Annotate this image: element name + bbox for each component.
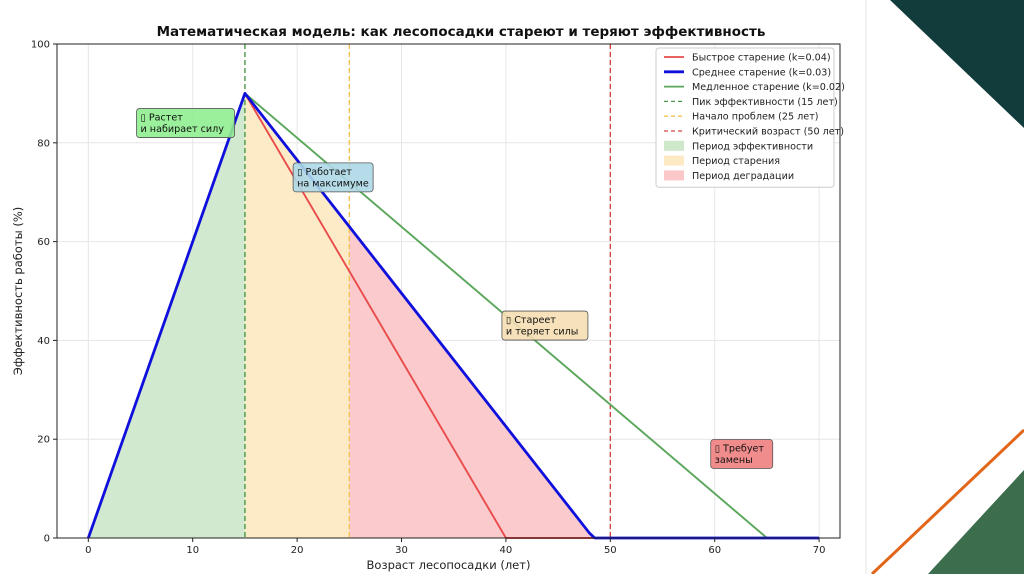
x-tick-label: 50 [604,545,617,556]
legend-swatch [664,140,684,151]
y-tick-label: 60 [37,237,50,248]
legend-swatch [664,170,684,181]
x-tick-label: 70 [813,545,826,556]
x-tick-label: 30 [395,545,408,556]
chart-title: Математическая модель: как лесопосадки с… [157,24,766,40]
legend-label: Быстрое старение (k=0.04) [692,53,831,64]
y-tick-label: 40 [37,336,50,347]
reference-lines [244,44,612,538]
plot-frame [56,43,841,539]
fill-region [244,93,350,539]
x-tick-label: 20 [291,545,304,556]
corner-green-triangle [928,470,1024,574]
x-tick-label: 60 [708,545,721,556]
legend-label: Период деградации [692,171,794,182]
annotation-bg [292,162,374,193]
annotation-text: ▯ Растет [141,113,184,124]
x-tick-label: 40 [500,545,513,556]
x-tick-label: 10 [186,545,199,556]
y-tick-label: 20 [37,435,50,446]
y-axis-label: Эффективность работы (%) [11,207,25,376]
annotation-text: ▯ Требует [715,444,765,455]
legend-item: Пик эффективности (15 лет) [664,97,838,108]
legend-swatch [664,155,684,166]
corner-dark-triangle [890,0,1024,128]
corner-orange-line [870,428,1024,574]
y-tick-label: 80 [37,138,50,149]
annotation-text: ▯ Работает [297,167,352,178]
legend-item: Медленное старение (k=0.02) [664,82,845,93]
annotation-text: замены [715,455,753,466]
legend-label: Период эффективности [692,141,813,152]
fill-region [349,226,595,538]
x-tick-label: 0 [85,545,91,556]
legend-box [655,47,835,188]
legend-item: Начало проблем (25 лет) [664,112,819,123]
legend-label: Критический возраст (50 лет) [692,127,844,138]
annotation-text: ▯ Стареет [506,315,556,326]
legend-item: Период эффективности [664,140,813,152]
axis-ticks: 0 10 20 30 40 50 60 70 0 20 40 60 80 100 [31,40,826,557]
legend-label: Период старения [692,156,780,167]
legend-label: Пик эффективности (15 лет) [692,97,838,108]
annotation-bg [501,310,589,341]
legend-item: Критический возраст (50 лет) [664,127,844,138]
legend-label: Начало проблем (25 лет) [692,112,819,123]
legend-item: Период деградации [664,170,794,182]
annotation-bg [136,108,235,138]
y-tick-label: 100 [31,40,50,51]
annotation-bg [710,439,774,469]
annotation-text: и набирает силу [141,124,225,135]
x-axis-label: Возраст лесопосадки (лет) [367,558,531,572]
legend-item: Период старения [664,155,780,167]
legend: Быстрое старение (k=0.04) Среднее старени… [655,47,845,188]
y-tick-label: 0 [44,534,50,545]
annotation-text: и теряет силы [506,327,578,338]
legend-label: Среднее старение (k=0.03) [692,67,831,78]
legend-item: Быстрое старение (k=0.04) [664,53,831,64]
legend-item: Среднее старение (k=0.03) [664,67,831,78]
annotation-text: на максимуме [297,178,369,189]
legend-label: Медленное старение (k=0.02) [692,82,845,93]
